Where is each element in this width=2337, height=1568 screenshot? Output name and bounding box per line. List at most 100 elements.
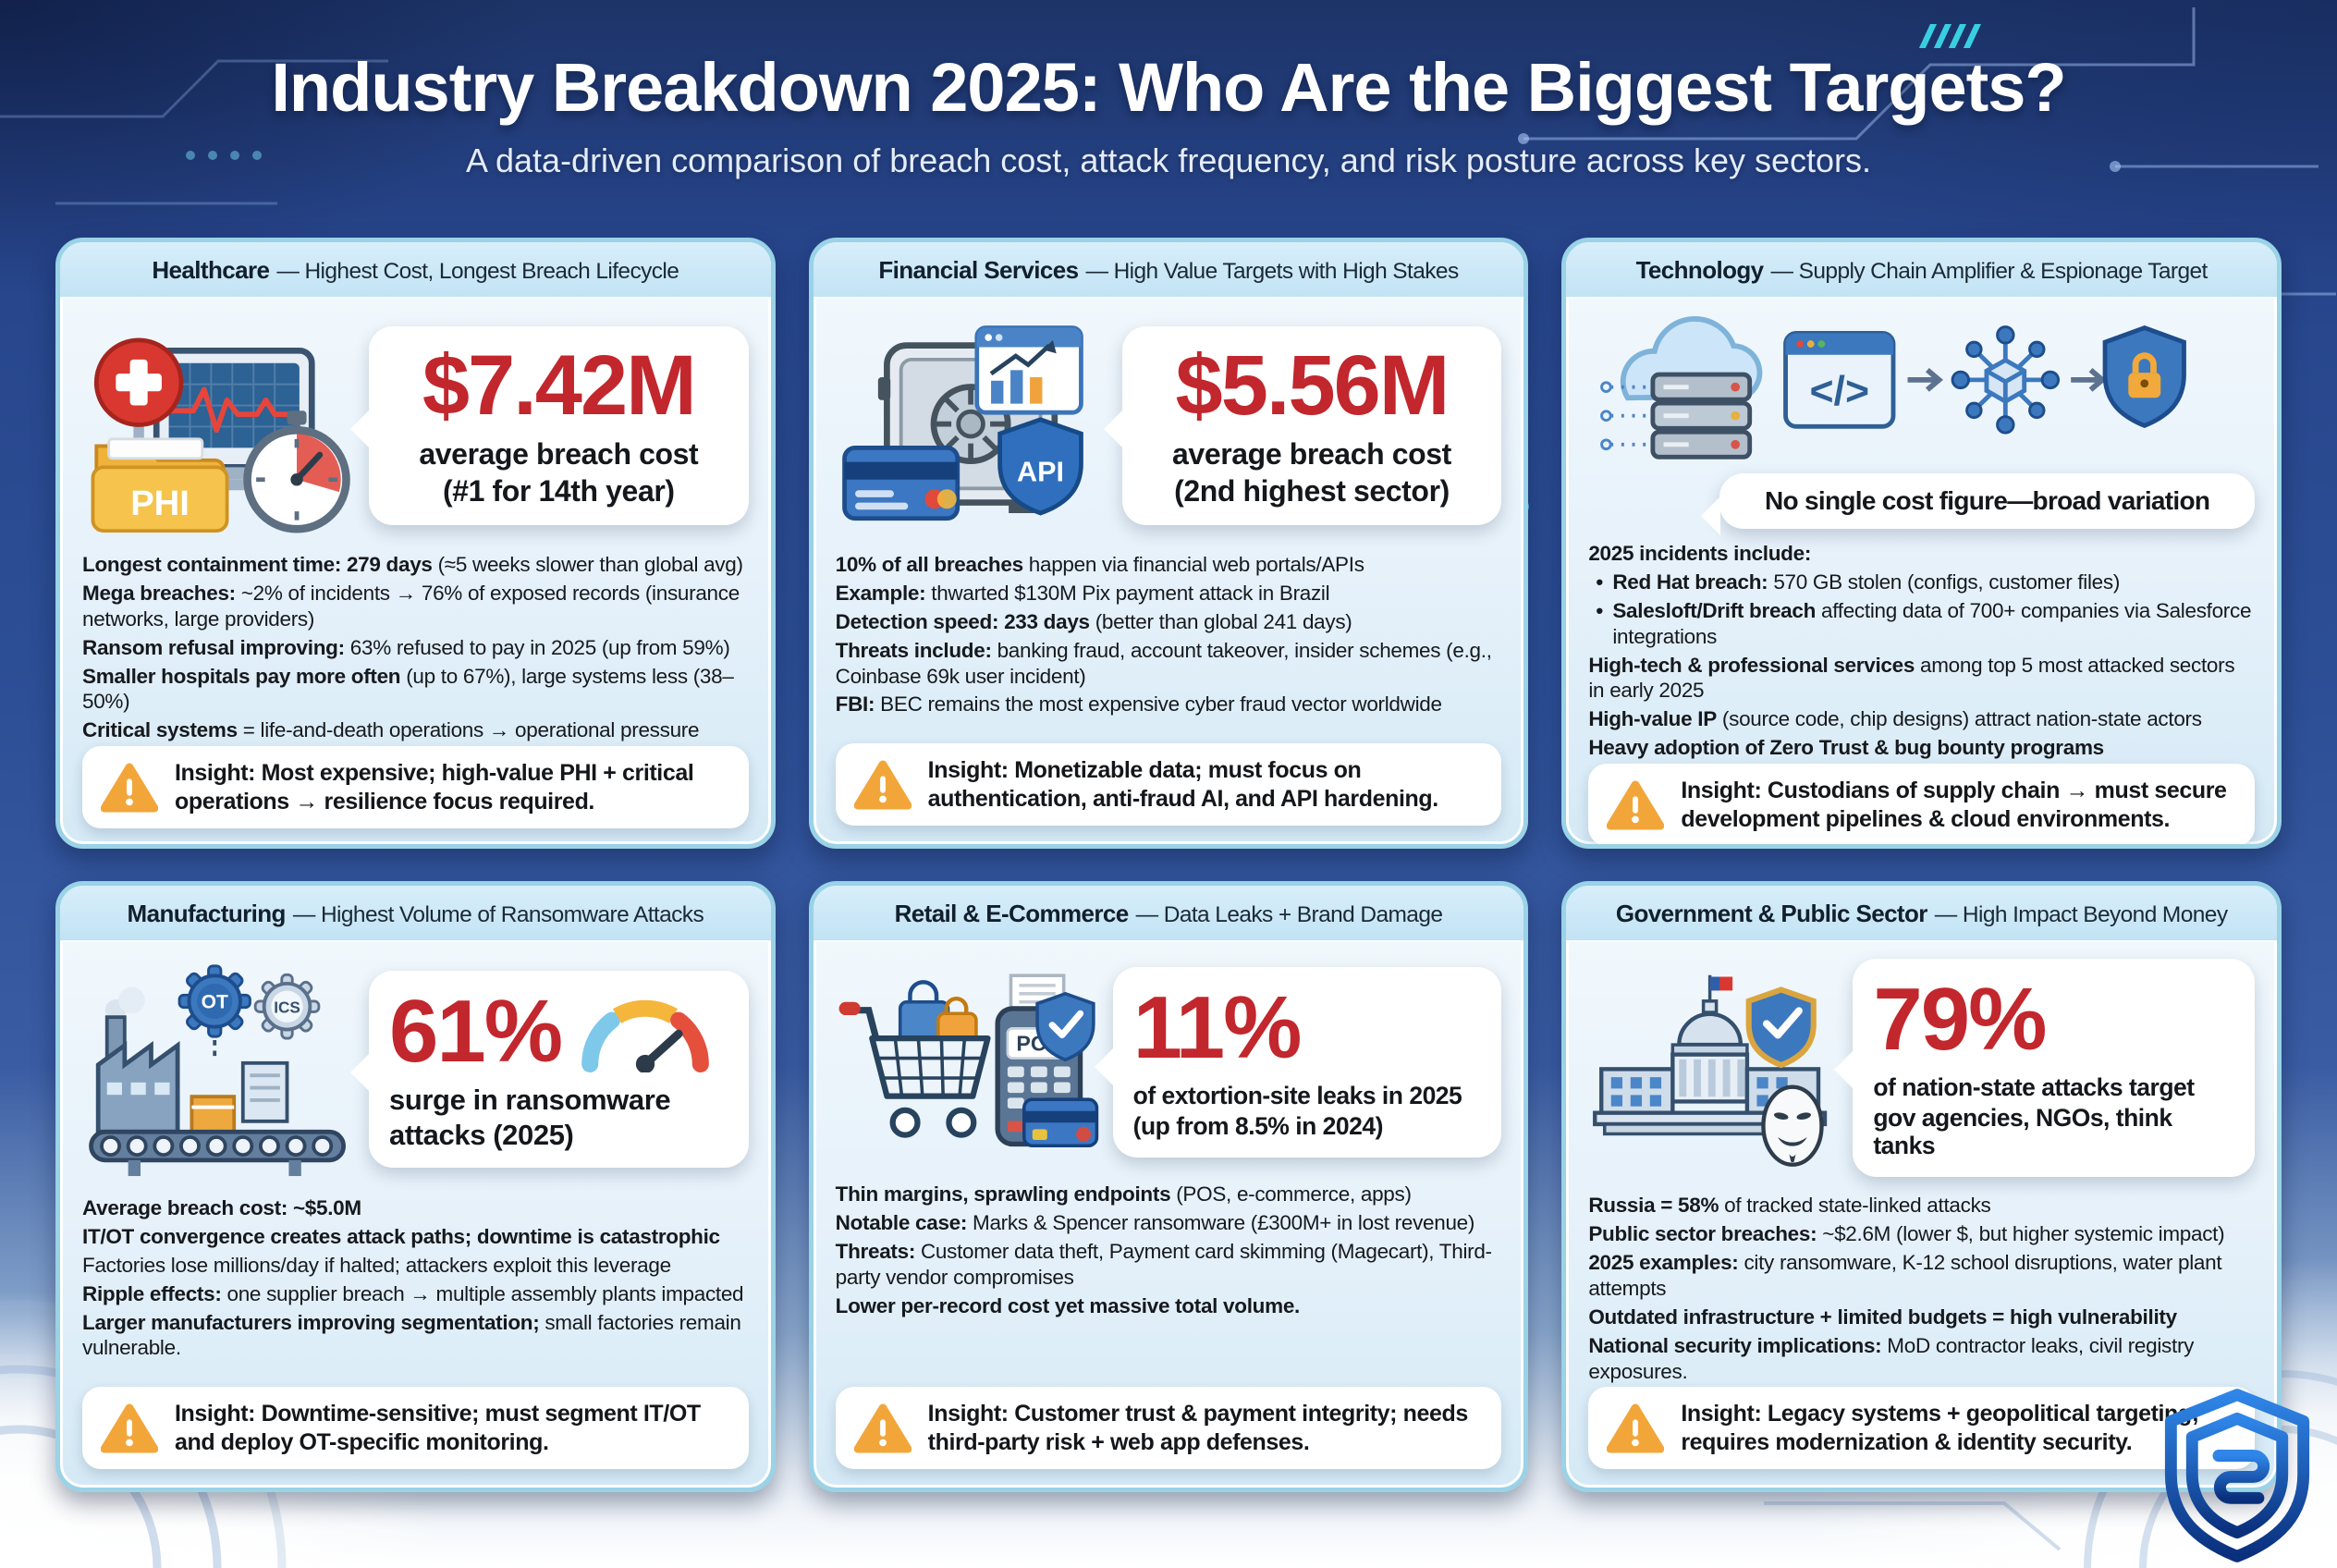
card-healthcare-header: Healthcare — Highest Cost, Longest Breac… xyxy=(60,242,771,299)
arrow-right-icon xyxy=(2071,367,2107,392)
bullet: Notable case: Marks & Spencer ransomware… xyxy=(835,1210,1475,1234)
card-retail-sector: Retail & E-Commerce xyxy=(894,900,1130,927)
page-subtitle: A data-driven comparison of breach cost,… xyxy=(465,141,1872,179)
manufacturing-icon: OT ICS xyxy=(89,964,347,1177)
insight-text: Insight: Legacy systems + geopolitical t… xyxy=(1681,1401,2199,1455)
card-healthcare-headline: — Highest Cost, Longest Breach Lifecycle xyxy=(276,259,679,284)
card-manufacturing-body: OT ICS xyxy=(60,942,771,1488)
bullet: 2025 examples: city ransomware, K-12 sch… xyxy=(1588,1250,2222,1300)
card-manufacturing-sector: Manufacturing xyxy=(127,900,287,927)
warning-icon xyxy=(1607,1403,1665,1453)
card-retail-body: POS xyxy=(814,942,1524,1488)
financial-icon: API xyxy=(841,325,1083,521)
card-government-body: 79% of nation-state attacks target gov a… xyxy=(1566,942,2277,1488)
bullet: Lower per-record cost yet massive total … xyxy=(835,1293,1301,1317)
government-stat-caption: of nation-state attacks target xyxy=(1873,1073,2195,1101)
manufacturing-stat-subcaption: attacks (2025) xyxy=(389,1118,574,1151)
code-window-icon: </> xyxy=(1783,330,1896,429)
card-technology: Technology — Supply Chain Amplifier & Es… xyxy=(1561,238,2282,849)
card-manufacturing-header: Manufacturing — Highest Volume of Ransom… xyxy=(60,886,771,942)
warning-icon xyxy=(853,759,912,810)
card-government-sector: Government & Public Sector xyxy=(1615,900,1928,927)
card-financial-body: API $5.56M average breach cost (2nd high… xyxy=(814,299,1524,844)
retail-stat-value: 11% xyxy=(1132,978,1303,1078)
arrow-right-icon xyxy=(1907,367,1944,392)
government-stat-value: 79% xyxy=(1873,970,2047,1069)
warning-icon xyxy=(1607,780,1665,830)
card-healthcare: Healthcare — Highest Cost, Longest Breac… xyxy=(55,238,776,849)
bullet: Critical systems = life-and-death operat… xyxy=(82,718,700,742)
retail-bullets: Thin margins, sprawling endpoints (POS, … xyxy=(836,1179,1502,1321)
phi-folder-icon: PHI xyxy=(91,437,229,533)
manufacturing-insight: Insight: Downtime-sensitive; must segmen… xyxy=(82,1387,749,1469)
manufacturing-bullets: Average breach cost: ~$5.0M IT/OT conver… xyxy=(82,1193,749,1364)
warning-icon xyxy=(101,1403,158,1453)
card-technology-headline: — Supply Chain Amplifier & Espionage Tar… xyxy=(1770,259,2209,284)
bullet: Smaller hospitals pay more often (up to … xyxy=(82,664,734,714)
cards-grid: Healthcare — Highest Cost, Longest Breac… xyxy=(55,238,2282,1492)
page-header: Industry Breakdown 2025: Who Are the Big… xyxy=(0,0,2337,180)
card-healthcare-body: PHI $7.42M average breach cost xyxy=(60,299,771,844)
bullet: Larger manufacturers improving segmentat… xyxy=(82,1310,741,1360)
financial-stat-caption: average breach cost xyxy=(1172,437,1451,472)
bullet: Mega breaches: ~2% of incidents → 76% of… xyxy=(82,581,740,631)
ics-gear-icon: ICS xyxy=(253,973,321,1040)
card-retail-headline: — Data Leaks + Brand Damage xyxy=(1135,902,1443,927)
bullet: FBI: BEC remains the most expensive cybe… xyxy=(835,692,1442,717)
healthcare-bullets: Longest containment time: 279 days (≈5 w… xyxy=(82,549,749,746)
bullet: Red Hat breach: 570 GB stolen (configs, … xyxy=(1588,570,2255,595)
healthcare-stat-bubble: $7.42M average breach cost (#1 for 14th … xyxy=(350,326,749,525)
technology-note-bubble: No single cost figure—broad variation xyxy=(1701,473,2255,536)
bullet: High-value IP (source code, chip designs… xyxy=(1588,707,2202,731)
insight-text: Insight: Customer trust & payment integr… xyxy=(927,1401,1469,1455)
financial-bullets: 10% of all breaches happen via financial… xyxy=(836,549,1502,720)
government-icon xyxy=(1593,974,1828,1167)
bullet: Salesloft/Drift breach affecting data of… xyxy=(1588,598,2255,650)
shield-check-icon xyxy=(1034,991,1095,1062)
card-government-header: Government & Public Sector — High Impact… xyxy=(1566,886,2277,942)
government-insight: Insight: Legacy systems + geopolitical t… xyxy=(1588,1387,2255,1470)
bullet: IT/OT convergence creates attack paths; … xyxy=(82,1224,720,1248)
card-government-headline: — High Impact Beyond Money xyxy=(1934,902,2228,927)
bullet: Detection speed: 233 days (better than g… xyxy=(835,609,1352,633)
insight-text: Insight: Most expensive; high-value PHI … xyxy=(175,760,694,815)
card-manufacturing: Manufacturing — Highest Volume of Ransom… xyxy=(55,881,776,1492)
government-stat-bubble: 79% of nation-state attacks target gov a… xyxy=(1834,959,2255,1178)
technology-insight: Insight: Custodians of supply chain → mu… xyxy=(1588,764,2255,844)
api-shield-icon: API xyxy=(997,417,1083,516)
anonymous-mask-icon xyxy=(1761,1084,1825,1167)
ot-label: OT xyxy=(202,992,228,1013)
financial-stat-subcaption: (2nd highest sector) xyxy=(1174,473,1450,508)
retail-stat-subcaption: (up from 8.5% in 2024) xyxy=(1132,1112,1384,1140)
phi-label: PHI xyxy=(130,484,190,523)
government-stat-subcaption: gov agencies, NGOs, think tanks xyxy=(1873,1103,2172,1160)
code-glyph: </> xyxy=(1810,369,1870,414)
card-financial-sector: Financial Services xyxy=(878,256,1079,284)
page-title: Industry Breakdown 2025: Who Are the Big… xyxy=(271,49,2066,126)
card-retail-ecommerce: Retail & E-Commerce — Data Leaks + Brand… xyxy=(808,881,1529,1492)
retail-stat-caption: of extortion-site leaks in 2025 xyxy=(1132,1082,1462,1110)
bullet: Factories lose millions/day if halted; a… xyxy=(82,1253,671,1277)
card-financial-header: Financial Services — High Value Targets … xyxy=(813,242,1524,299)
shield-logo xyxy=(2164,1389,2310,1562)
government-bullets: Russia = 58% of tracked state-linked att… xyxy=(1588,1190,2255,1387)
card-financial-services: Financial Services — High Value Targets … xyxy=(808,238,1529,849)
credit-card-icon xyxy=(841,445,960,521)
ot-gear-icon: OT xyxy=(177,964,251,1038)
credit-card-icon xyxy=(1022,1097,1098,1148)
insight-text: Insight: Downtime-sensitive; must segmen… xyxy=(175,1401,701,1455)
cloud-database-icon xyxy=(1600,316,1763,459)
bullet: 2025 incidents include: xyxy=(1588,542,1812,565)
risk-gauge-icon xyxy=(581,999,709,1072)
card-healthcare-sector: Healthcare xyxy=(152,256,270,284)
insight-text: Insight: Monetizable data; must focus on… xyxy=(927,757,1439,812)
api-label: API xyxy=(1017,457,1064,488)
stopwatch-icon xyxy=(243,410,350,533)
healthcare-insight: Insight: Most expensive; high-value PHI … xyxy=(82,746,749,829)
card-technology-sector: Technology xyxy=(1635,256,1765,284)
ics-label: ICS xyxy=(274,998,300,1016)
healthcare-stat-caption: average breach cost xyxy=(419,437,699,472)
bullet: Threats: Customer data theft, Payment ca… xyxy=(835,1239,1492,1289)
retail-icon: POS xyxy=(838,974,1098,1148)
lock-shield-icon xyxy=(2102,325,2187,429)
